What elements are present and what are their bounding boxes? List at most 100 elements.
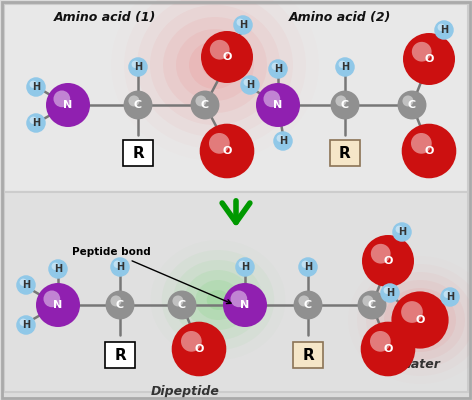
FancyBboxPatch shape [293,342,323,368]
Circle shape [230,290,247,307]
Circle shape [30,116,37,124]
Circle shape [403,96,413,106]
Circle shape [16,275,36,295]
Text: N: N [273,100,283,110]
Text: H: H [239,20,247,30]
Circle shape [110,257,130,277]
Circle shape [233,15,253,35]
Text: H: H [274,64,282,74]
Circle shape [392,222,412,242]
Circle shape [200,124,254,178]
Text: N: N [63,100,73,110]
Text: H: H [22,280,30,290]
Circle shape [396,226,403,233]
Circle shape [191,90,219,120]
FancyBboxPatch shape [123,140,153,166]
Ellipse shape [202,53,228,77]
Text: Amino acid (2): Amino acid (2) [289,12,391,24]
Circle shape [235,257,255,277]
Circle shape [36,283,80,327]
Circle shape [106,290,135,320]
Circle shape [384,286,391,294]
Text: C: C [178,300,186,310]
Circle shape [19,278,27,286]
Text: R: R [132,146,144,160]
Text: H: H [279,136,287,146]
Text: O: O [383,344,393,354]
Text: N: N [240,300,250,310]
Circle shape [362,235,414,287]
Text: R: R [302,348,314,362]
Text: R: R [339,146,351,160]
Ellipse shape [184,270,252,330]
Circle shape [391,291,448,348]
Text: O: O [415,315,425,325]
Text: C: C [116,300,124,310]
Text: H: H [446,292,454,302]
Circle shape [371,244,391,264]
Circle shape [244,78,251,86]
Circle shape [271,62,279,70]
Circle shape [336,96,346,106]
FancyArrowPatch shape [222,201,250,222]
Circle shape [402,124,456,178]
Circle shape [26,113,46,133]
Circle shape [338,60,346,68]
Text: C: C [134,100,142,110]
Circle shape [298,257,318,277]
Text: Amino acid (1): Amino acid (1) [54,12,156,24]
Circle shape [335,57,355,77]
Circle shape [181,331,202,352]
Circle shape [256,83,300,127]
Ellipse shape [189,41,241,89]
Text: O: O [383,256,393,266]
Circle shape [195,96,206,106]
Circle shape [277,134,284,142]
Text: C: C [304,300,312,310]
Ellipse shape [195,280,241,320]
Circle shape [298,296,310,306]
Circle shape [263,90,280,107]
Circle shape [48,259,68,279]
Circle shape [302,260,309,268]
Text: H: H [341,62,349,72]
Circle shape [128,57,148,77]
Text: H: H [134,62,142,72]
Circle shape [412,42,431,62]
Circle shape [294,290,322,320]
Text: O: O [194,344,204,354]
Circle shape [438,24,445,31]
Circle shape [132,60,139,68]
Text: Dipeptide: Dipeptide [151,386,219,398]
Circle shape [209,133,230,154]
Circle shape [358,290,387,320]
Circle shape [401,301,423,323]
FancyBboxPatch shape [105,342,135,368]
Text: H: H [398,227,406,237]
Ellipse shape [411,312,429,328]
Circle shape [16,315,36,335]
Circle shape [43,290,60,307]
Circle shape [26,77,46,97]
Text: H: H [32,82,40,92]
Circle shape [362,296,373,306]
Circle shape [330,90,360,120]
Circle shape [238,260,246,268]
Text: H: H [32,118,40,128]
Circle shape [124,90,152,120]
Circle shape [361,322,415,376]
Circle shape [397,90,426,120]
Circle shape [370,331,391,352]
Text: C: C [341,100,349,110]
Circle shape [110,296,121,306]
Circle shape [19,318,27,326]
Circle shape [128,96,139,106]
Text: H: H [54,264,62,274]
Circle shape [380,283,400,303]
Text: H: H [22,320,30,330]
Circle shape [236,18,244,26]
Text: H: H [246,80,254,90]
Circle shape [201,31,253,83]
Text: O: O [424,54,434,64]
Text: R: R [114,348,126,362]
